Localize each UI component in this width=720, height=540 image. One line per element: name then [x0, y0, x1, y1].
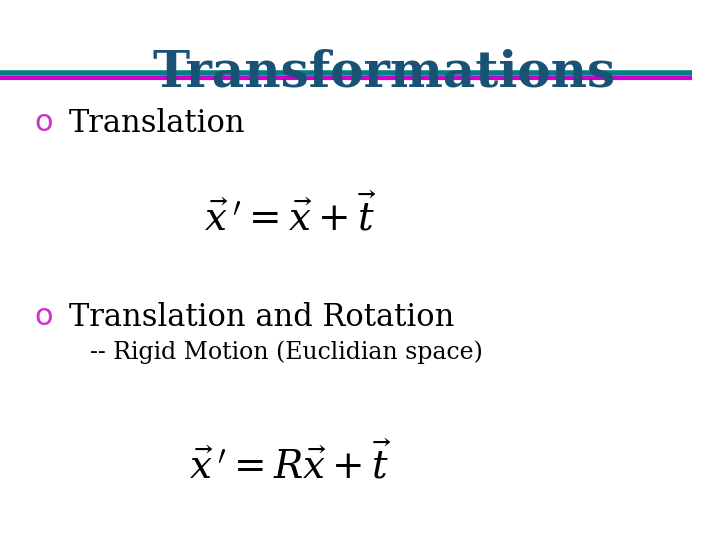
Text: -- Rigid Motion (Euclidian space): -- Rigid Motion (Euclidian space) — [90, 340, 483, 364]
Text: $\vec{x}\,' = \vec{x} + \vec{t}$: $\vec{x}\,' = \vec{x} + \vec{t}$ — [204, 194, 377, 238]
Text: Translation and Rotation: Translation and Rotation — [69, 302, 454, 333]
Text: o: o — [35, 108, 53, 137]
Text: Translation: Translation — [69, 108, 246, 139]
Text: $\vec{x}\,' = R\vec{x} + \vec{t}$: $\vec{x}\,' = R\vec{x} + \vec{t}$ — [189, 442, 392, 487]
Text: Transformations: Transformations — [152, 49, 616, 98]
Text: o: o — [35, 302, 53, 332]
